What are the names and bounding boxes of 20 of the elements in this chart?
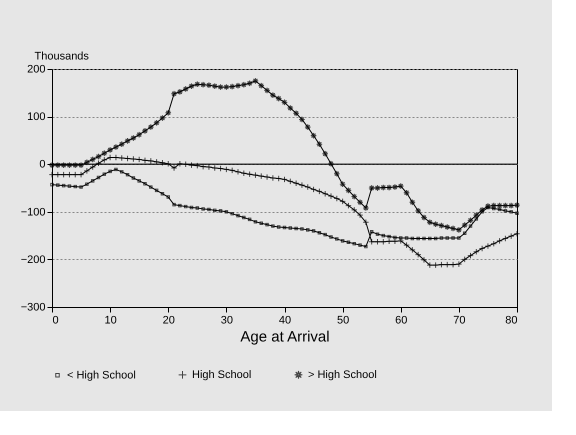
y-axis-title: Thousands bbox=[34, 50, 90, 62]
x-tick-label: 60 bbox=[395, 314, 408, 326]
x-tick-label: 50 bbox=[337, 314, 350, 326]
x-tick-label: 0 bbox=[52, 314, 59, 326]
y-tick-label: 0 bbox=[39, 158, 46, 171]
y-tick-label: 100 bbox=[27, 111, 46, 124]
x-tick-label: 70 bbox=[453, 314, 466, 326]
legend-label: > High School bbox=[308, 368, 377, 381]
x-tick-label: 30 bbox=[220, 314, 233, 326]
y-tick-label: −200 bbox=[20, 254, 46, 266]
y-tick-label: −300 bbox=[20, 302, 46, 314]
x-tick-label: 40 bbox=[278, 314, 292, 326]
x-axis-title: Age at Arrival bbox=[240, 328, 330, 346]
legend-label: < High School bbox=[67, 369, 136, 382]
y-tick-label: 200 bbox=[27, 64, 46, 76]
x-tick-label: 20 bbox=[162, 314, 175, 326]
y-tick-label: −100 bbox=[20, 206, 46, 218]
legend-label: High School bbox=[192, 368, 252, 381]
x-tick-label: 10 bbox=[104, 314, 117, 326]
x-tick-label: 80 bbox=[505, 314, 518, 326]
